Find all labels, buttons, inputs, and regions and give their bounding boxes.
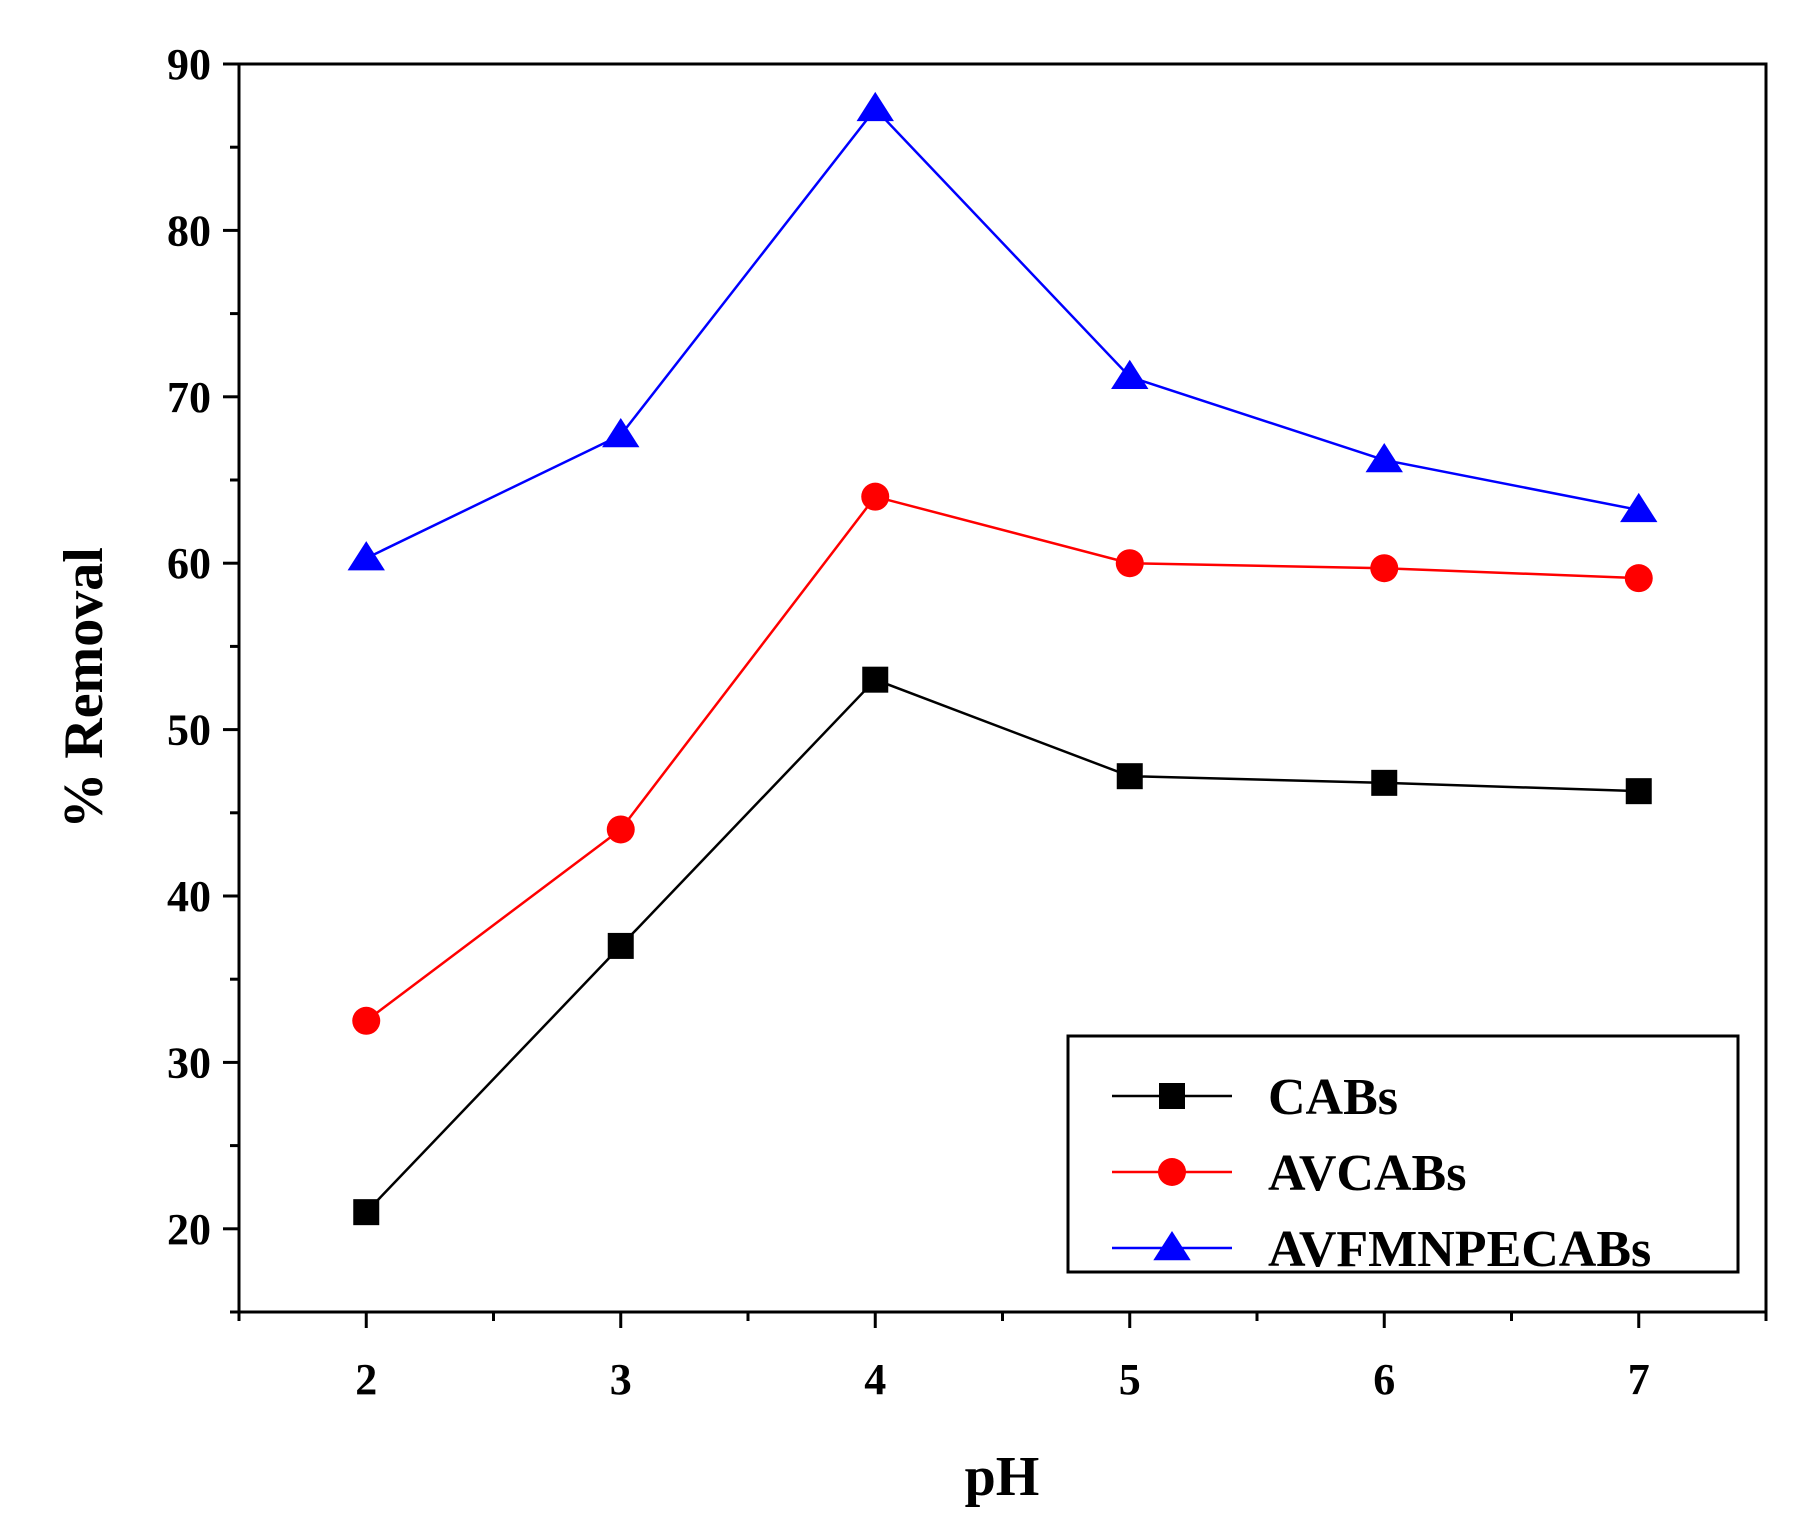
y-tick-label: 30 <box>167 1038 211 1087</box>
legend-label: CABs <box>1268 1069 1398 1126</box>
data-point-AVFMNPECABs <box>1620 492 1658 523</box>
series-layer <box>347 91 1658 1226</box>
x-tick-label: 6 <box>1373 1355 1395 1404</box>
legend-box <box>1066 1034 1740 1274</box>
x-tick-label: 5 <box>1119 1355 1141 1404</box>
legend: CABs AVCABs AVFMNPECABs <box>1066 1034 1740 1278</box>
data-point-CABs <box>1625 778 1652 805</box>
y-tick-label: 70 <box>167 373 211 422</box>
series-AVCABs <box>352 482 1653 1035</box>
legend-marker <box>1159 1083 1185 1109</box>
legend-item-CABs: CABs <box>1112 1069 1398 1126</box>
x-tick-label: 7 <box>1628 1355 1650 1404</box>
data-point-AVCABs <box>1624 564 1653 593</box>
series-AVFMNPECABs <box>347 91 1658 571</box>
series-line-CABs <box>365 678 1639 1214</box>
data-point-AVFMNPECABs <box>1111 359 1149 390</box>
data-point-CABs <box>1116 763 1143 790</box>
data-point-AVFMNPECABs <box>602 418 640 448</box>
data-point-AVFMNPECABs <box>856 91 894 122</box>
data-point-AVCABs <box>1115 549 1144 578</box>
legend-label: AVCABs <box>1268 1145 1466 1202</box>
axes: 2 3 4 5 6 7 20 30 40 50 60 70 80 90 <box>167 40 1768 1404</box>
series-line-AVFMNPECABs <box>365 107 1639 560</box>
data-point-CABs <box>1371 769 1398 796</box>
data-point-CABs <box>607 932 634 959</box>
legend-marker <box>1158 1158 1186 1186</box>
data-point-AVCABs <box>352 1006 381 1035</box>
data-point-CABs <box>353 1199 380 1226</box>
x-axis-title: pH <box>965 1446 1040 1508</box>
y-tick-label: 60 <box>167 539 211 588</box>
data-point-AVFMNPECABs <box>1365 442 1403 473</box>
x-tick-label: 3 <box>610 1355 632 1404</box>
data-point-AVCABs <box>606 815 635 844</box>
y-tick-label: 90 <box>167 40 211 89</box>
series-CABs <box>353 666 1652 1226</box>
data-point-AVCABs <box>861 482 890 511</box>
legend-label: AVFMNPECABs <box>1268 1221 1651 1278</box>
y-axis-title: % Removal <box>53 547 115 829</box>
y-tick-label: 40 <box>167 872 211 921</box>
data-point-AVCABs <box>1370 554 1399 583</box>
y-tick-label: 50 <box>167 706 211 755</box>
data-point-AVFMNPECABs <box>347 541 385 571</box>
series-line-AVCABs <box>365 495 1639 1022</box>
legend-item-AVFMNPECABs: AVFMNPECABs <box>1112 1221 1651 1278</box>
x-tick-label: 4 <box>864 1355 886 1404</box>
x-tick-label: 2 <box>355 1355 377 1404</box>
y-tick-label: 80 <box>167 206 211 255</box>
legend-marker <box>1153 1230 1191 1261</box>
data-point-CABs <box>862 666 889 693</box>
legend-item-AVCABs: AVCABs <box>1112 1145 1466 1202</box>
y-tick-label: 20 <box>167 1205 211 1254</box>
